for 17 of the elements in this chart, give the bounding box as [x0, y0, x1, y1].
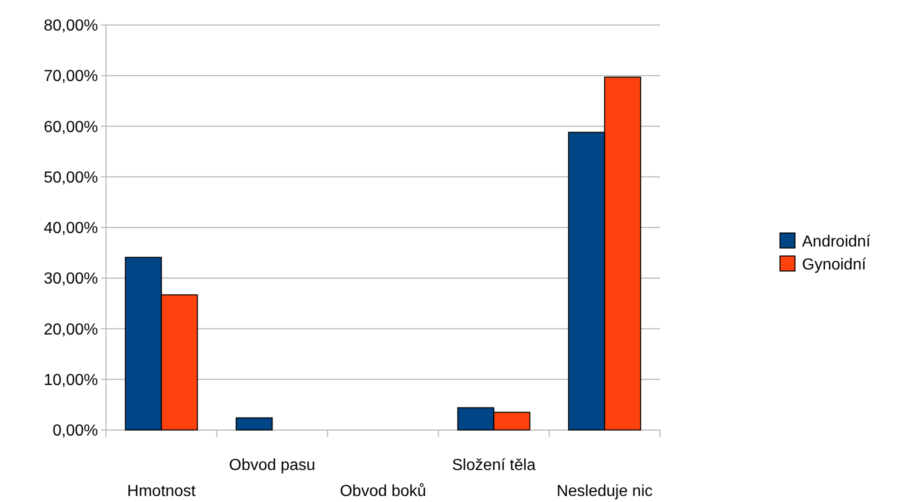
y-tick-label: 20,00% — [44, 321, 98, 338]
y-tick-label: 30,00% — [44, 270, 98, 288]
y-tick-label: 10,00% — [44, 372, 98, 389]
y-tick-label: 40,00% — [44, 220, 98, 238]
legend-label: Androidní — [802, 234, 872, 251]
y-tick-label: 70,00% — [44, 68, 98, 86]
bar — [236, 417, 273, 430]
y-tick-label: 0,00% — [52, 422, 98, 440]
y-tick-label: 50,00% — [44, 169, 98, 186]
y-tick-label: 60,00% — [44, 118, 98, 136]
legend-label: Gynoidní — [802, 256, 867, 274]
y-tick-label: 80,00% — [44, 18, 98, 35]
x-tick-label: Obvod pasu — [229, 457, 316, 474]
x-tick-label: Nesleduje nic — [556, 483, 653, 500]
x-tick-label: Hmotnost — [127, 483, 196, 500]
x-tick-label: Složení těla — [452, 457, 536, 474]
x-tick-label: Obvod boků — [340, 483, 426, 500]
